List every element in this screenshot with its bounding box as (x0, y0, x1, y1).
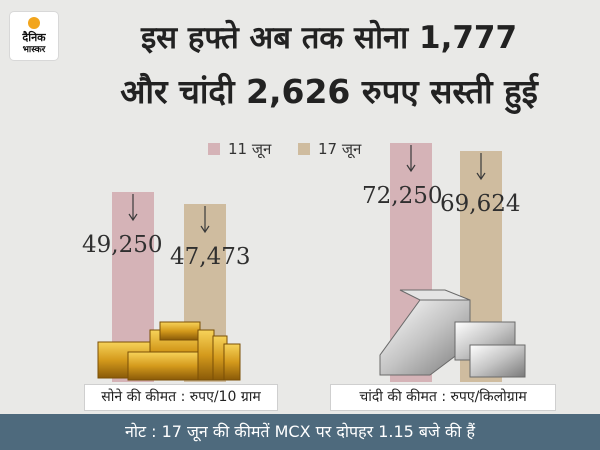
legend-swatch-17 (298, 143, 310, 155)
sun-icon (28, 17, 40, 29)
data-label-silver-11: 72,250 (362, 183, 442, 209)
gold-caption: सोने की कीमत : रुपए/10 ग्राम (84, 384, 278, 411)
silver-caption: चांदी की कीमत : रुपए/किलोग्राम (330, 384, 556, 411)
gold-bars-image (97, 321, 241, 381)
bar-marker-arrow (128, 213, 138, 222)
legend-swatch-11 (208, 143, 220, 155)
bar-marker-arrow (200, 225, 210, 234)
headline-line2: और चांदी 2,626 रुपए सस्ती हुई (120, 72, 538, 111)
footer-note: नोट : 17 जून की कीमतें MCX पर दोपहर 1.15… (0, 414, 600, 450)
headline-line1: इस हफ्ते अब तक सोना 1,777 (140, 20, 518, 56)
logo-line2: भास्कर (22, 45, 46, 55)
legend-label-11: 11 जून (228, 140, 272, 158)
logo-line1: दैनिक (22, 31, 46, 44)
legend-label-17: 17 जून (318, 140, 362, 158)
bar-marker-arrow (406, 164, 416, 173)
silver-bars-image (379, 289, 526, 378)
data-label-silver-17: 69,624 (440, 191, 520, 217)
data-label-gold-17: 47,473 (170, 244, 250, 270)
data-label-gold-11: 49,250 (82, 232, 162, 258)
bar-marker-arrow (476, 172, 486, 181)
dainik-bhaskar-logo: दैनिक भास्कर (10, 12, 58, 60)
